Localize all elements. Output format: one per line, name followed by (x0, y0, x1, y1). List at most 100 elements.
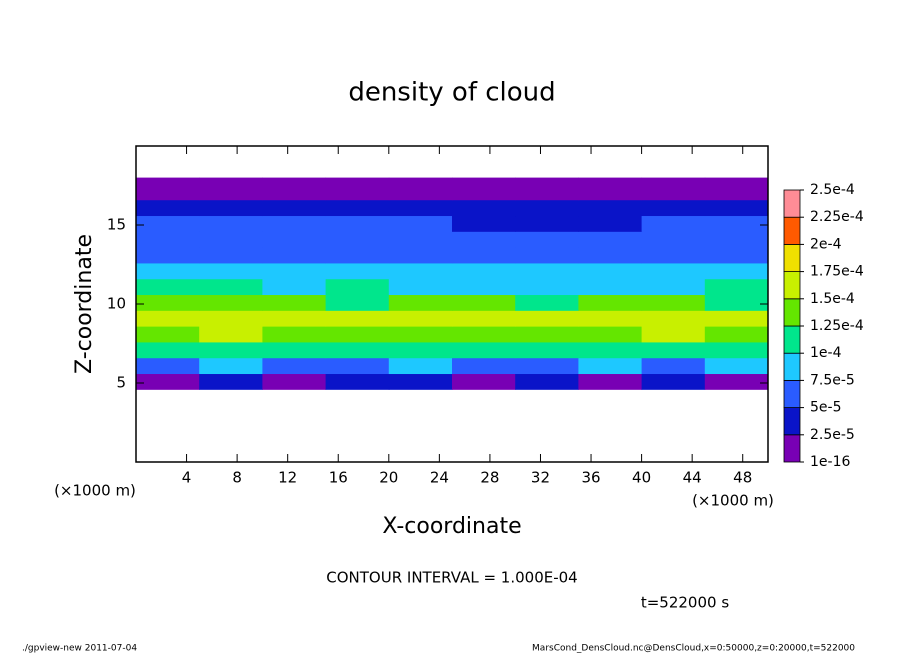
cell (199, 373, 263, 390)
cell (262, 357, 327, 375)
colorbar-swatch (783, 379, 801, 408)
cell (452, 310, 516, 327)
cell (136, 177, 200, 201)
cell (578, 278, 643, 296)
cell (199, 247, 263, 264)
cell (452, 199, 516, 217)
x-tick-label: 36 (581, 469, 600, 487)
cell (641, 278, 706, 296)
cell (136, 231, 200, 248)
cell (199, 294, 263, 311)
time-note: t=522000 s (641, 594, 729, 612)
colorbar-swatch (783, 434, 801, 463)
cell (199, 310, 263, 327)
cell (578, 231, 643, 248)
cell (199, 278, 263, 296)
cell (325, 231, 390, 248)
cell (515, 278, 579, 296)
cell (641, 215, 706, 232)
colorbar-label: 2.5e-5 (810, 427, 855, 443)
cell (452, 326, 516, 343)
cell (136, 262, 200, 280)
colorbar-swatch (783, 271, 801, 300)
cell (262, 310, 327, 327)
cell (262, 262, 327, 280)
cell (452, 215, 516, 232)
cell (136, 310, 200, 327)
cell (578, 357, 643, 375)
cell (325, 262, 390, 280)
x-tick-label: 12 (278, 469, 297, 487)
cell (388, 177, 453, 201)
cell (388, 215, 453, 232)
cell (452, 341, 516, 359)
x-tick-label: 8 (232, 469, 242, 487)
cell (325, 341, 390, 359)
cell (641, 326, 706, 343)
cell (515, 247, 579, 264)
cell (704, 357, 769, 375)
y-tick-label: 5 (116, 374, 126, 392)
cell (262, 294, 327, 311)
x-unit-label: (×1000 m) (692, 492, 774, 510)
colorbar-swatch (783, 216, 801, 245)
colorbar-label: 1.75e-4 (810, 264, 864, 280)
cell (578, 310, 643, 327)
cell (452, 247, 516, 264)
cell (704, 341, 769, 359)
cell (262, 177, 327, 201)
cell (452, 278, 516, 296)
cell (515, 177, 579, 201)
cell (641, 294, 706, 311)
cell (704, 199, 769, 217)
cell (388, 373, 453, 390)
cell (262, 326, 327, 343)
cell (262, 215, 327, 232)
cell (704, 231, 769, 248)
cell (136, 326, 200, 343)
cell (641, 310, 706, 327)
x-tick-label: 20 (379, 469, 398, 487)
chart-title: density of cloud (348, 78, 555, 108)
cell (515, 357, 579, 375)
x-tick-label: 40 (632, 469, 651, 487)
cell (641, 357, 706, 375)
colorbar-label: 7.5e-5 (810, 372, 855, 388)
cell (199, 177, 263, 201)
cell (136, 199, 200, 217)
colorbar-label: 1e-16 (810, 454, 850, 470)
cell (641, 199, 706, 217)
cell (262, 247, 327, 264)
colorbar-label: 1.5e-4 (810, 291, 855, 307)
cell (262, 199, 327, 217)
cell (578, 373, 643, 390)
cell (704, 310, 769, 327)
cell (515, 231, 579, 248)
x-tick-label: 28 (480, 469, 499, 487)
colorbar-label: 2.5e-4 (810, 182, 855, 198)
cell (704, 262, 769, 280)
cell (452, 373, 516, 390)
cell (325, 294, 390, 311)
cell (641, 231, 706, 248)
field (136, 177, 769, 390)
cell (388, 262, 453, 280)
cell (136, 341, 200, 359)
cell (704, 177, 769, 201)
cell (325, 278, 390, 296)
cell (704, 373, 769, 390)
cell (136, 373, 200, 390)
cell (388, 247, 453, 264)
cell (452, 231, 516, 248)
cell (262, 373, 327, 390)
cell (262, 341, 327, 359)
cell (641, 262, 706, 280)
cell (515, 326, 579, 343)
cell (199, 262, 263, 280)
cell (199, 231, 263, 248)
cell (199, 357, 263, 375)
cell (388, 278, 453, 296)
colorbar-label: 2e-4 (810, 236, 842, 252)
cell (515, 262, 579, 280)
cell (136, 247, 200, 264)
